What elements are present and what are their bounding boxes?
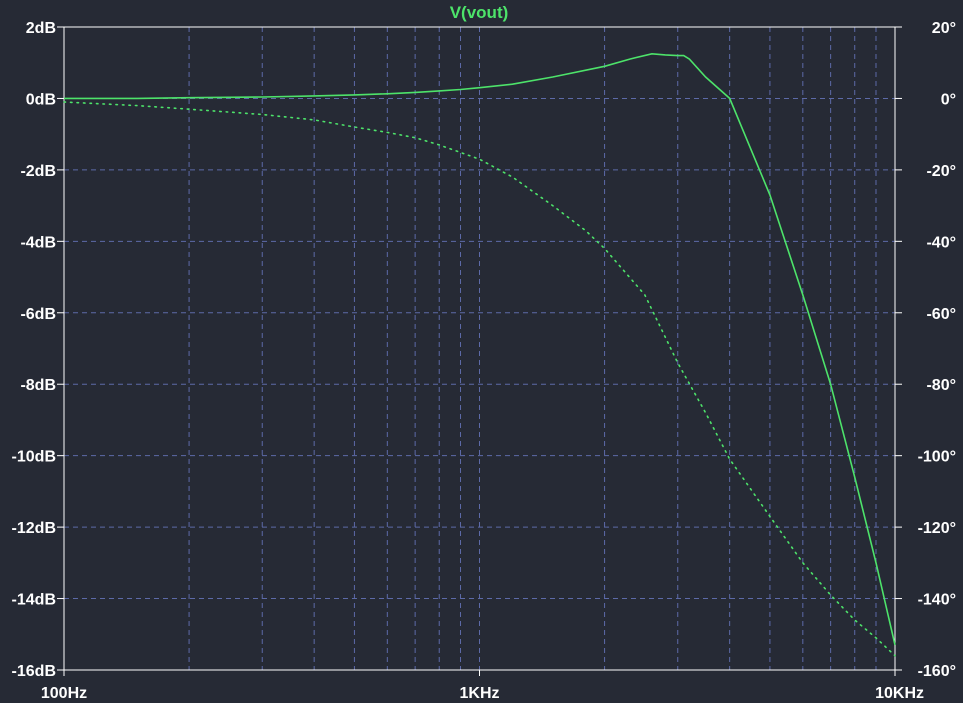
chart-title: V(vout): [450, 3, 509, 22]
x-axis-labels: 100Hz 1KHz 10KHz: [41, 685, 924, 702]
left-tick-label: -6dB: [20, 306, 56, 323]
right-tick-label: -160°: [918, 663, 956, 680]
series-layer: [63, 52, 896, 657]
x-tick-label: 10KHz: [875, 685, 924, 702]
x-tick-label: 1KHz: [459, 685, 499, 702]
left-tick-label: -10dB: [12, 449, 56, 466]
left-tick-label: 0dB: [26, 91, 56, 108]
right-tick-label: -100°: [918, 449, 956, 466]
left-tick-label: -16dB: [12, 663, 56, 680]
x-tick-label: 100Hz: [41, 685, 87, 702]
right-tick-label: -40°: [926, 234, 956, 251]
left-axis-labels: 2dB 0dB -2dB -4dB -6dB -8dB -10dB -12dB -14dB -16…: [12, 20, 56, 680]
axis-tick-marks: [57, 26, 902, 676]
magnitude-series-line: [64, 52, 896, 646]
right-tick-label: -140°: [918, 592, 956, 609]
left-tick-label: -8dB: [20, 377, 56, 394]
right-tick-label: -60°: [926, 306, 956, 323]
left-tick-label: -12dB: [12, 520, 56, 537]
left-tick-label: -4dB: [20, 234, 56, 251]
right-tick-label: -80°: [926, 377, 956, 394]
right-axis-labels: 20° 0° -20° -40° -60° -80° -100° -120° -140° -160…: [918, 20, 956, 680]
left-tick-label: 2dB: [26, 20, 56, 37]
left-tick-label: -2dB: [20, 163, 56, 180]
left-tick-label: -14dB: [12, 592, 56, 609]
right-tick-label: 0°: [941, 91, 956, 108]
right-tick-label: -20°: [926, 163, 956, 180]
phase-series-line: [63, 101, 896, 657]
right-tick-label: -120°: [918, 520, 956, 537]
right-tick-label: 20°: [932, 20, 956, 37]
